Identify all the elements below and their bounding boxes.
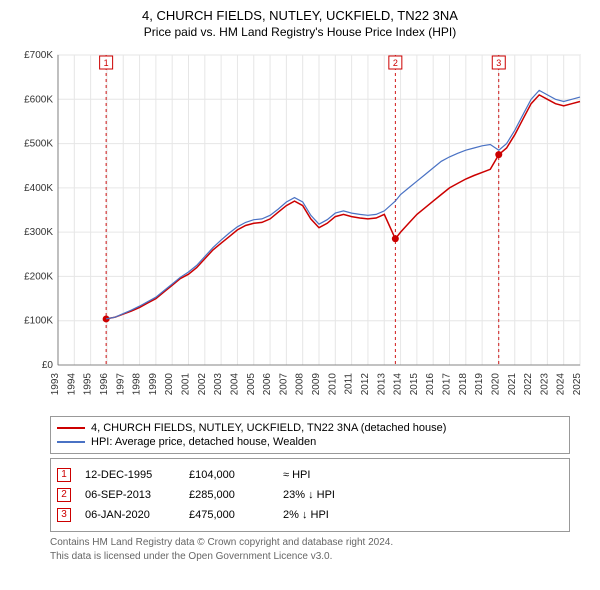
x-tick-label: 2023	[539, 373, 550, 396]
event-row: 3 06-JAN-2020 £475,000 2% ↓ HPI	[57, 505, 563, 525]
legend-box: 4, CHURCH FIELDS, NUTLEY, UCKFIELD, TN22…	[50, 416, 570, 454]
footer-attribution: Contains HM Land Registry data © Crown c…	[50, 536, 570, 563]
x-tick-label: 1994	[66, 373, 77, 396]
x-tick-label: 2016	[425, 373, 436, 396]
legend-label: HPI: Average price, detached house, Weal…	[91, 436, 316, 448]
x-tick-label: 2000	[164, 373, 175, 396]
event-row-price: £104,000	[189, 469, 269, 481]
event-row-marker: 1	[57, 468, 71, 482]
x-tick-label: 2020	[490, 373, 501, 396]
legend-swatch	[57, 427, 85, 429]
event-row-date: 12-DEC-1995	[85, 469, 175, 481]
chart-container: 4, CHURCH FIELDS, NUTLEY, UCKFIELD, TN22…	[0, 0, 600, 590]
event-row-diff: 2% ↓ HPI	[283, 509, 373, 521]
event-row-diff: 23% ↓ HPI	[283, 489, 373, 501]
x-tick-label: 2012	[360, 373, 371, 396]
x-tick-label: 1997	[115, 373, 126, 396]
event-marker-number: 3	[496, 58, 501, 68]
x-tick-label: 2003	[213, 373, 224, 396]
y-tick-label: £200K	[24, 271, 53, 282]
legend-item: HPI: Average price, detached house, Weal…	[57, 435, 563, 449]
legend-label: 4, CHURCH FIELDS, NUTLEY, UCKFIELD, TN22…	[91, 422, 446, 434]
x-tick-label: 1995	[83, 373, 94, 396]
x-tick-label: 1999	[148, 373, 159, 396]
chart-subtitle: Price paid vs. HM Land Registry's House …	[0, 23, 600, 45]
chart-plot-area: £0 £100K £200K £300K £400K £500K £600K £700K 199…	[10, 45, 590, 410]
events-table: 1 12-DEC-1995 £104,000 ≈ HPI 2 06-SEP-2013 £28…	[50, 458, 570, 532]
footer-line-2: This data is licensed under the Open Gov…	[50, 550, 570, 564]
x-tick-label: 2024	[556, 373, 567, 396]
event-row-marker: 3	[57, 508, 71, 522]
x-tick-label: 2018	[458, 373, 469, 396]
event-row-diff: ≈ HPI	[283, 469, 373, 481]
footer-line-1: Contains HM Land Registry data © Crown c…	[50, 536, 570, 550]
x-tick-label: 2009	[311, 373, 322, 396]
x-tick-label: 2013	[376, 373, 387, 396]
x-tick-label: 2022	[523, 373, 534, 396]
y-tick-label: £700K	[24, 50, 53, 61]
y-tick-label: £0	[42, 360, 54, 371]
chart-svg: £0 £100K £200K £300K £400K £500K £600K £700K 199…	[10, 45, 590, 405]
x-tick-label: 2002	[197, 373, 208, 396]
x-tick-label: 2008	[295, 373, 306, 396]
y-tick-label: £100K	[24, 316, 53, 327]
x-tick-label: 2014	[393, 373, 404, 396]
x-tick-label: 2005	[246, 373, 257, 396]
event-row-date: 06-JAN-2020	[85, 509, 175, 521]
x-tick-label: 2015	[409, 373, 420, 396]
x-tick-label: 2011	[344, 373, 355, 395]
event-row: 2 06-SEP-2013 £285,000 23% ↓ HPI	[57, 485, 563, 505]
x-tick-label: 1998	[132, 373, 143, 396]
event-row: 1 12-DEC-1995 £104,000 ≈ HPI	[57, 465, 563, 485]
x-tick-label: 2019	[474, 373, 485, 396]
y-tick-label: £500K	[24, 139, 53, 150]
x-tick-label: 2025	[572, 373, 583, 396]
x-tick-label: 2010	[327, 373, 338, 396]
event-row-marker: 2	[57, 488, 71, 502]
x-tick-label: 2006	[262, 373, 273, 396]
event-row-price: £285,000	[189, 489, 269, 501]
y-tick-label: £400K	[24, 183, 53, 194]
event-row-date: 06-SEP-2013	[85, 489, 175, 501]
y-tick-label: £300K	[24, 227, 53, 238]
x-tick-label: 2001	[181, 373, 192, 396]
x-tick-label: 1996	[99, 373, 110, 396]
event-row-price: £475,000	[189, 509, 269, 521]
x-tick-label: 2017	[442, 373, 453, 396]
event-marker-number: 2	[393, 58, 398, 68]
x-tick-label: 2007	[278, 373, 289, 396]
legend-swatch	[57, 441, 85, 443]
y-tick-label: £600K	[24, 94, 53, 105]
event-marker-number: 1	[104, 58, 109, 68]
x-tick-label: 2004	[229, 373, 240, 396]
x-tick-label: 2021	[507, 373, 518, 396]
x-tick-label: 1993	[50, 373, 61, 396]
legend-item: 4, CHURCH FIELDS, NUTLEY, UCKFIELD, TN22…	[57, 421, 563, 435]
chart-title: 4, CHURCH FIELDS, NUTLEY, UCKFIELD, TN22…	[0, 0, 600, 23]
